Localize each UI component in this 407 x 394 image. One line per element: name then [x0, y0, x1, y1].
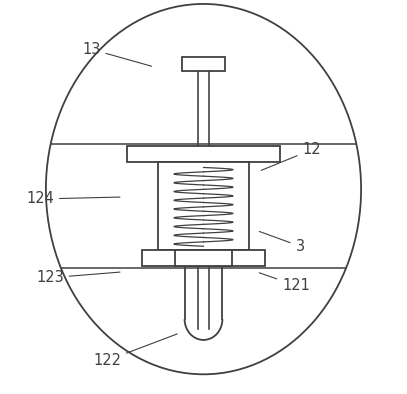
Bar	[142, 250, 265, 266]
Text: 121: 121	[259, 273, 310, 293]
Text: 123: 123	[36, 270, 120, 285]
Text: 122: 122	[93, 334, 177, 368]
Bar	[175, 250, 232, 266]
Text: 124: 124	[26, 191, 120, 206]
Bar	[158, 162, 249, 250]
Bar	[127, 146, 280, 162]
Ellipse shape	[46, 4, 361, 374]
Text: 3: 3	[259, 231, 304, 254]
Text: 13: 13	[82, 42, 151, 66]
Text: 12: 12	[261, 142, 321, 170]
Bar	[182, 57, 225, 71]
